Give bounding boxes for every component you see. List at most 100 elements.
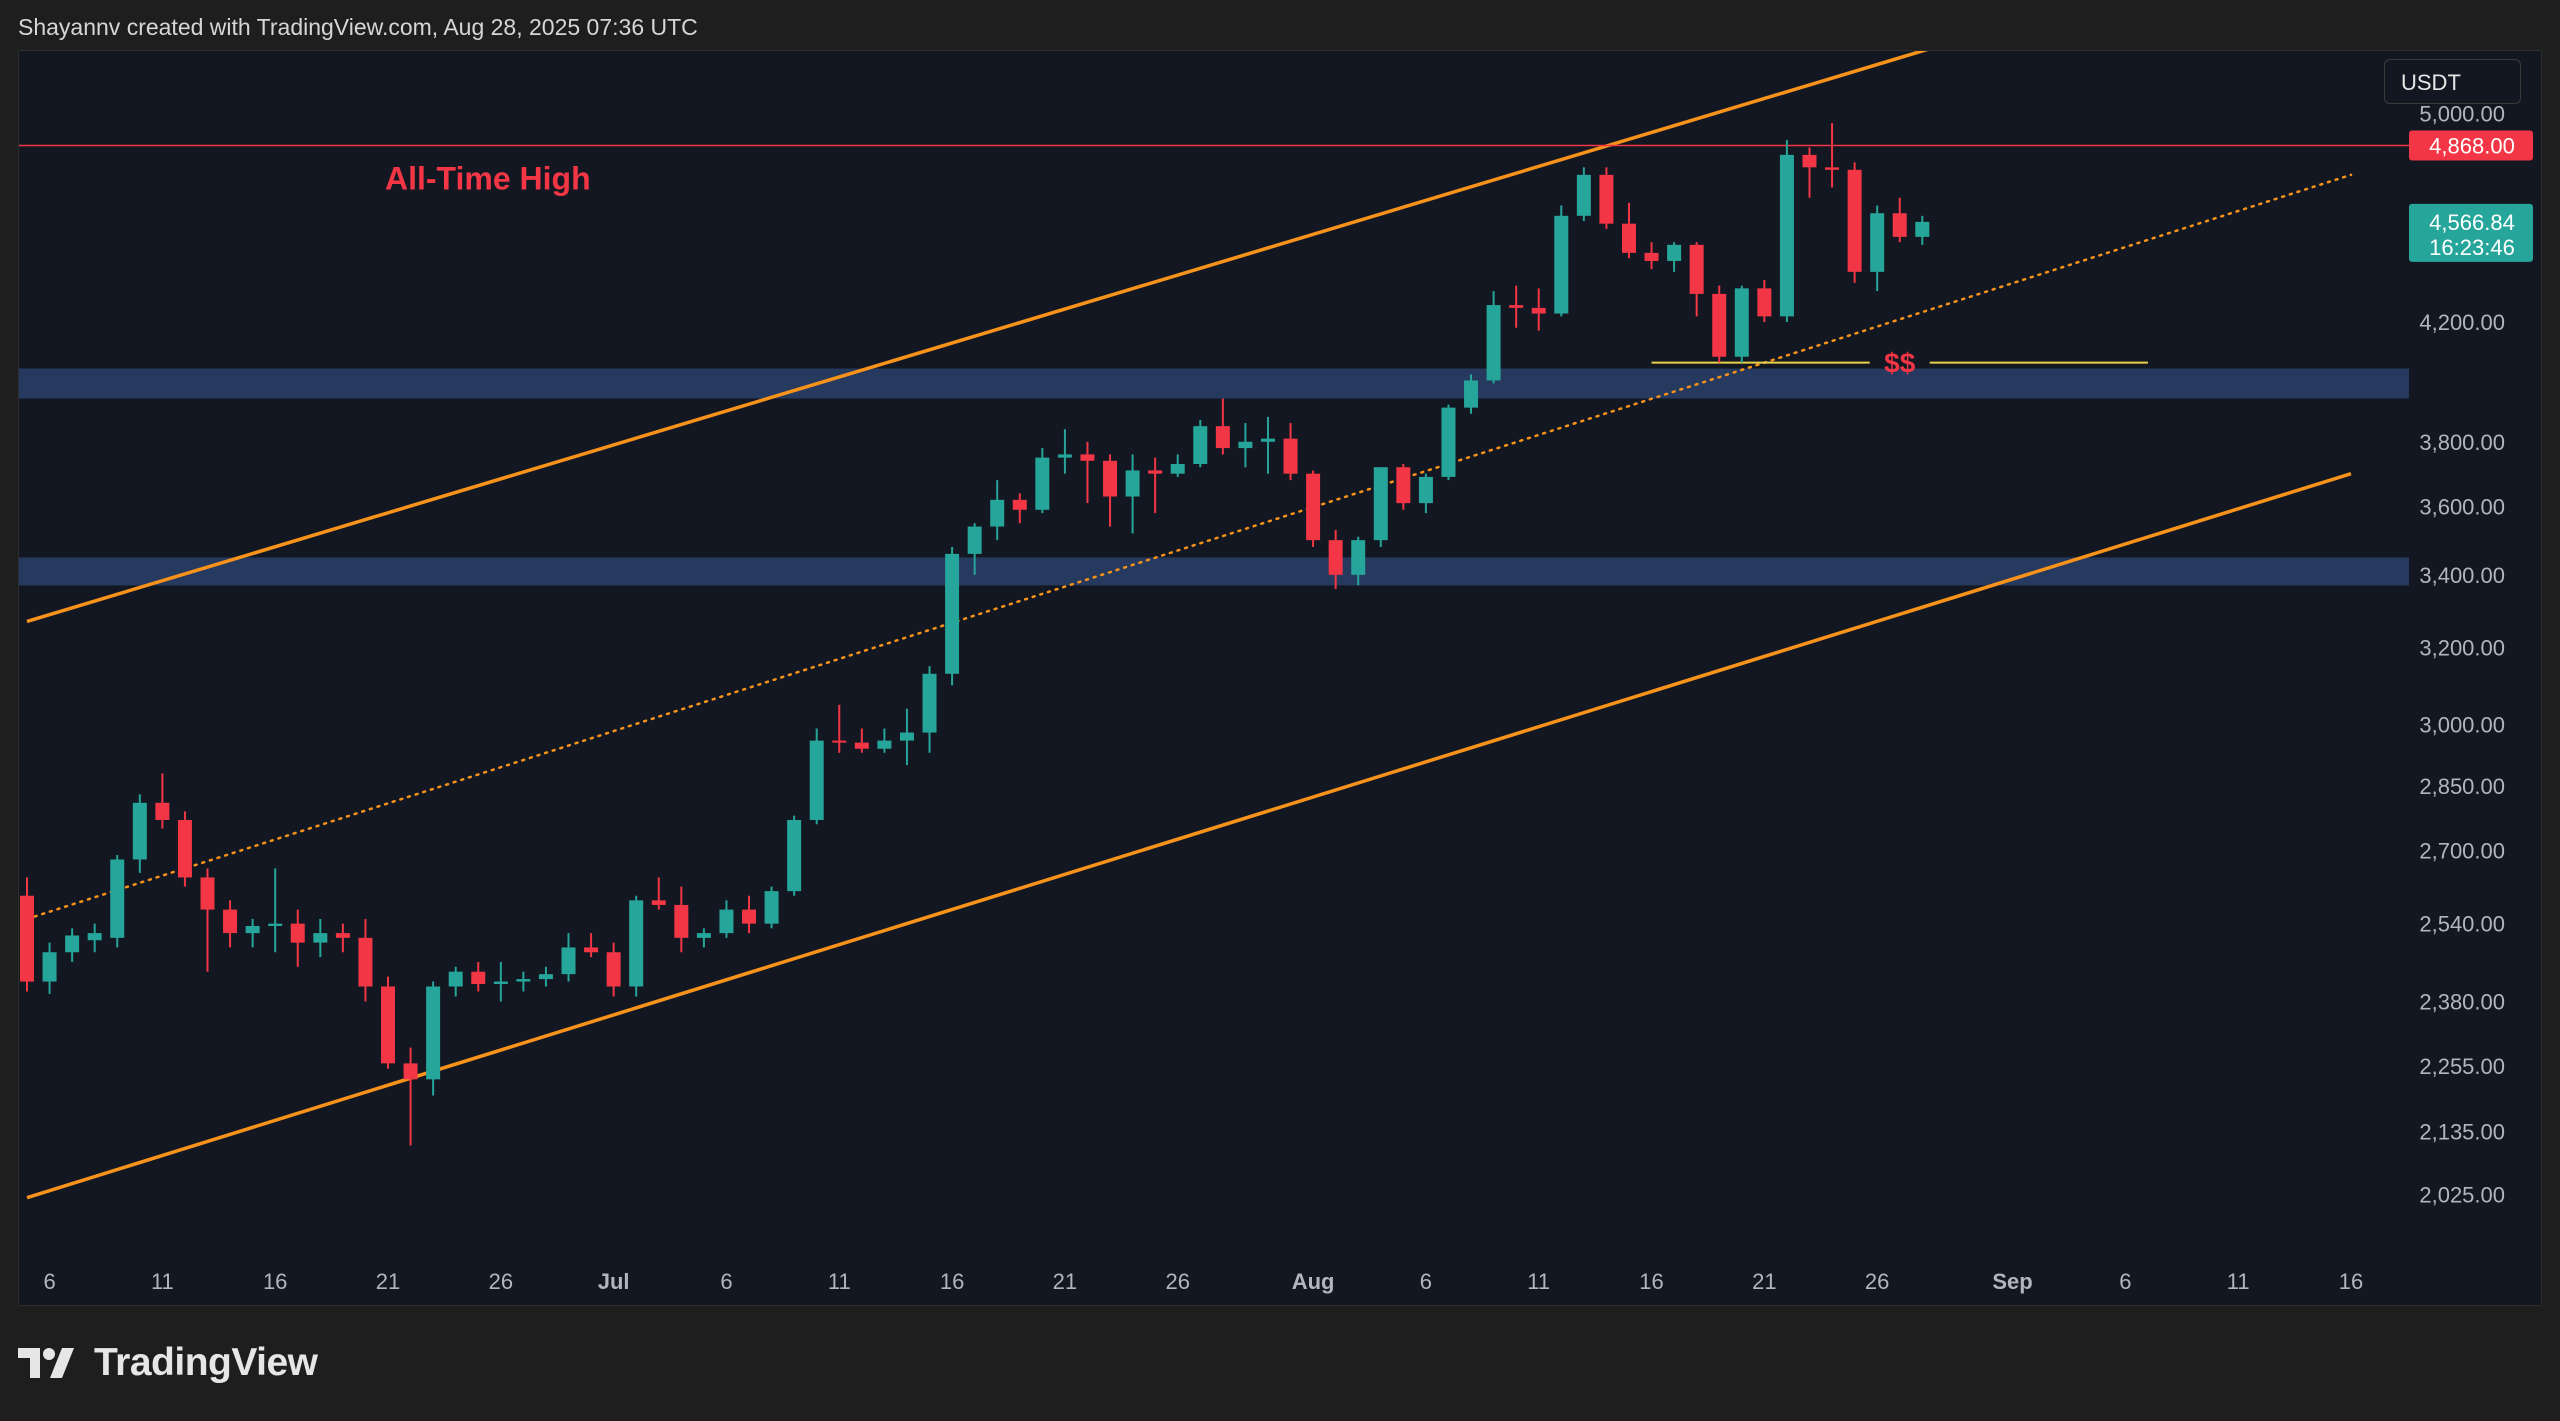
candle-body <box>1644 252 1659 261</box>
candle <box>313 918 328 958</box>
price-axis: 5,000.00 4,200.00 3,800.00 3,600.00 3,400.00… <box>2409 101 2533 1208</box>
y-tick-label: 2,850.00 <box>2419 774 2505 799</box>
candle-body <box>65 935 80 953</box>
candle-body <box>493 981 508 985</box>
candle <box>335 923 350 953</box>
x-tick-label: 26 <box>489 1269 513 1294</box>
candle-body <box>1148 470 1163 474</box>
candle <box>584 933 599 958</box>
ath-label: All-Time High <box>385 160 591 196</box>
candlestick-chart[interactable]: $$ All-Time High 5,000.00 4,200.00 3,800.00… <box>19 51 2541 1305</box>
candle-body <box>1576 174 1591 216</box>
x-tick-label: 21 <box>1053 1269 1077 1294</box>
candle <box>922 666 937 753</box>
candle <box>1238 423 1253 468</box>
candle <box>1441 404 1456 481</box>
candle <box>20 877 34 992</box>
candle-body <box>629 900 644 987</box>
candle-body <box>403 1063 418 1080</box>
candle-body <box>1915 221 1930 237</box>
x-tick-label: Sep <box>1992 1269 2032 1294</box>
candle <box>1418 473 1433 514</box>
candle <box>1576 167 1591 222</box>
x-tick-label: 21 <box>1752 1269 1776 1294</box>
candle <box>1825 123 1840 188</box>
candle <box>1712 285 1727 363</box>
candle <box>990 480 1005 541</box>
currency-selector[interactable]: USDT <box>2384 59 2521 104</box>
x-tick-label: Jul <box>598 1269 630 1294</box>
candle <box>1012 493 1027 524</box>
y-tick-label: 2,255.00 <box>2419 1054 2505 1079</box>
candle-body <box>832 740 847 743</box>
candle-body <box>674 904 689 938</box>
candle <box>1734 285 1749 363</box>
candle-body <box>1599 174 1614 224</box>
candle-body <box>1012 499 1027 510</box>
x-tick-label: 11 <box>2227 1269 2250 1294</box>
candle <box>1486 291 1501 384</box>
candle-body <box>922 673 937 733</box>
candle-body <box>1509 305 1524 308</box>
candle-body <box>1554 215 1569 314</box>
tradingview-logo[interactable]: TradingView <box>18 1338 318 1388</box>
candle <box>1509 285 1524 328</box>
chart-panel[interactable]: $$ All-Time High 5,000.00 4,200.00 3,800.00… <box>18 50 2542 1306</box>
candle-body <box>1486 305 1501 381</box>
candle <box>110 855 125 948</box>
y-tick-label: 5,000.00 <box>2419 101 2505 126</box>
candle <box>945 546 960 686</box>
ath-price-tag <box>2409 130 2533 161</box>
time-axis: 6 11 16 21 26 Jul 6 11 16 21 26 Aug 6 11 16 21 26 Sep 6 11 1… <box>43 1269 2363 1294</box>
candle-body <box>787 819 802 892</box>
candle <box>1125 454 1140 534</box>
candles <box>20 123 1930 1146</box>
channel-upper-line <box>26 51 1929 624</box>
channel-mid-line <box>25 173 2353 921</box>
candle-body <box>1351 540 1366 575</box>
candle <box>132 794 147 873</box>
candle <box>899 708 914 766</box>
candle-body <box>245 926 260 934</box>
candle <box>1351 536 1366 586</box>
candle-body <box>381 986 396 1064</box>
candle <box>1080 441 1095 504</box>
candle-body <box>335 933 350 938</box>
candle <box>1035 448 1050 514</box>
liquidity-label: $$ <box>1884 348 1916 379</box>
candle-body <box>1621 223 1636 253</box>
candle-body <box>1870 213 1885 272</box>
candle <box>1599 167 1614 229</box>
candle <box>967 523 982 575</box>
y-tick-label: 3,000.00 <box>2419 713 2505 738</box>
candle-body <box>132 802 147 860</box>
candle <box>448 966 463 997</box>
candle-body <box>584 947 599 953</box>
candle <box>403 1047 418 1146</box>
candle <box>1621 202 1636 259</box>
candle <box>561 933 576 982</box>
candle <box>290 909 305 967</box>
candle <box>155 773 170 829</box>
candle <box>1396 464 1411 510</box>
candle-body <box>606 952 621 987</box>
candle <box>877 728 892 753</box>
candle-body <box>1667 244 1682 261</box>
candle-body <box>1328 540 1343 575</box>
candle <box>1892 197 1907 243</box>
candle <box>1870 205 1885 292</box>
candle-body <box>967 526 982 554</box>
candle <box>471 961 486 992</box>
candle-body <box>223 909 238 934</box>
candle-body <box>1238 441 1253 449</box>
candle <box>1531 288 1546 331</box>
candle <box>426 981 441 1096</box>
candle <box>629 895 644 997</box>
candle-body <box>1847 169 1862 272</box>
candle-body <box>854 742 869 749</box>
attribution-text: Shayannv created with TradingView.com, A… <box>18 14 698 40</box>
candle <box>854 728 869 753</box>
candle-body <box>1057 454 1072 458</box>
candle-body <box>1035 457 1050 510</box>
y-tick-label: 3,400.00 <box>2419 563 2505 588</box>
